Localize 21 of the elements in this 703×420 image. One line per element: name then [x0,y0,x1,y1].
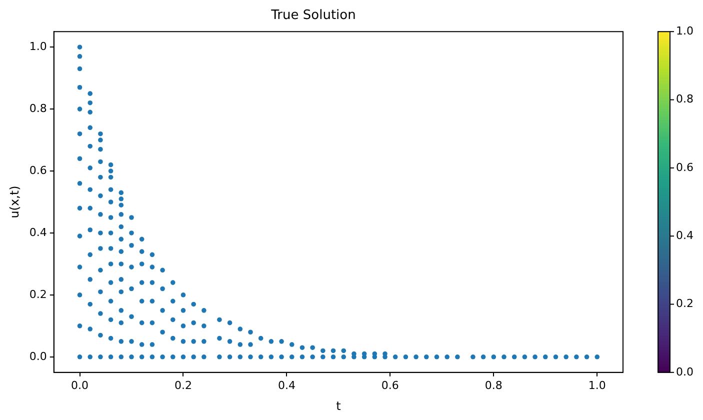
y-axis-title: u(x,t) [7,186,22,218]
x-tick-label: 1.0 [588,378,606,392]
y-tick-label: 1.0 [29,40,47,53]
y-tick-label: 0.8 [29,102,47,115]
color-bar-label: 0.2 [676,297,694,310]
color-bar-label: 0.0 [676,365,694,378]
color-bar-label: 0.6 [676,160,694,174]
y-tick-label: 0.0 [29,350,47,363]
y-tick-label: 0.6 [29,164,47,177]
y-tick-label: 0.2 [29,288,47,301]
chart-title: True Solution [270,8,356,24]
color-bar-label: 1.0 [676,24,694,38]
x-axis-title: t [336,398,342,413]
color-bar-label: 0.4 [676,228,694,242]
x-tick-label: 0.6 [381,378,399,392]
x-tick-label: 0.2 [174,378,192,392]
x-tick-label: 0.0 [71,378,89,392]
y-tick-label: 0.4 [29,226,47,239]
color-bar-label: 0.8 [676,92,694,106]
x-tick-label: 0.4 [278,378,296,392]
x-tick-label: 0.8 [484,378,502,392]
